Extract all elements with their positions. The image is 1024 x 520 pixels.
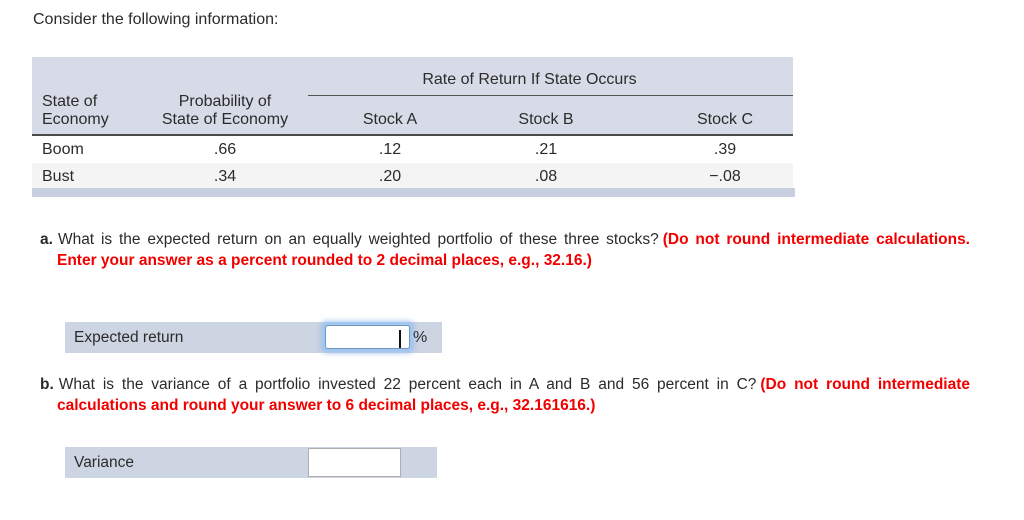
- group-header-rate-of-return: Rate of Return If State Occurs: [308, 57, 793, 96]
- cell-state: Bust: [42, 167, 75, 185]
- cell-stock-b: .08: [534, 167, 558, 185]
- cell-stock-b: .21: [534, 140, 558, 158]
- question-a: a. What is the expected return on an equa…: [40, 229, 970, 271]
- cell-probability: .66: [213, 140, 237, 158]
- cell-probability: .34: [213, 167, 237, 185]
- table-row-bust: Bust .34 .20 .08 −.08: [32, 163, 793, 190]
- expected-return-label: Expected return: [74, 329, 184, 346]
- question-b: b. What is the variance of a portfolio in…: [40, 374, 970, 416]
- intro-text: Consider the following information:: [33, 11, 279, 28]
- variance-answer-row: Variance: [65, 447, 437, 478]
- cell-stock-a: .20: [378, 167, 402, 185]
- col-header-probability: Probability of State of Economy: [142, 57, 308, 136]
- variance-input-wrap: [308, 448, 401, 477]
- horizontal-scrollbar[interactable]: [32, 188, 795, 197]
- col-header-state-of-economy: State of Economy: [32, 57, 142, 136]
- expected-return-input[interactable]: [325, 325, 410, 349]
- col-header-stock-a: Stock A: [308, 95, 472, 136]
- col-header-stock-c: Stock C: [620, 95, 793, 136]
- expected-return-answer-row: Expected return %: [65, 322, 442, 353]
- question-a-marker: a.: [40, 231, 53, 248]
- variance-label: Variance: [74, 454, 135, 471]
- question-b-marker: b.: [40, 376, 54, 393]
- percent-sign: %: [413, 329, 428, 346]
- col-header-stock-b: Stock B: [472, 95, 620, 136]
- question-b-text: What is the variance of a portfolio inve…: [58, 376, 757, 393]
- rate-of-return-table: State of Economy Probability of State of…: [32, 57, 793, 190]
- cell-stock-a: .12: [378, 140, 402, 158]
- cell-state: Boom: [42, 140, 84, 158]
- question-a-instruction: (Do not round intermediate calculations.…: [57, 231, 970, 269]
- question-a-text: What is the expected return on an equall…: [57, 231, 659, 248]
- question-b-instruction: (Do not round intermediate calculations …: [57, 376, 970, 414]
- cell-stock-c: −.08: [709, 167, 741, 185]
- table-row-boom: Boom .66 .12 .21 .39: [32, 135, 793, 163]
- variance-input[interactable]: [308, 448, 401, 477]
- cell-stock-c: .39: [713, 140, 737, 158]
- expected-return-input-wrap: [325, 325, 410, 349]
- table-header: State of Economy Probability of State of…: [32, 57, 793, 136]
- text-cursor: [399, 330, 401, 348]
